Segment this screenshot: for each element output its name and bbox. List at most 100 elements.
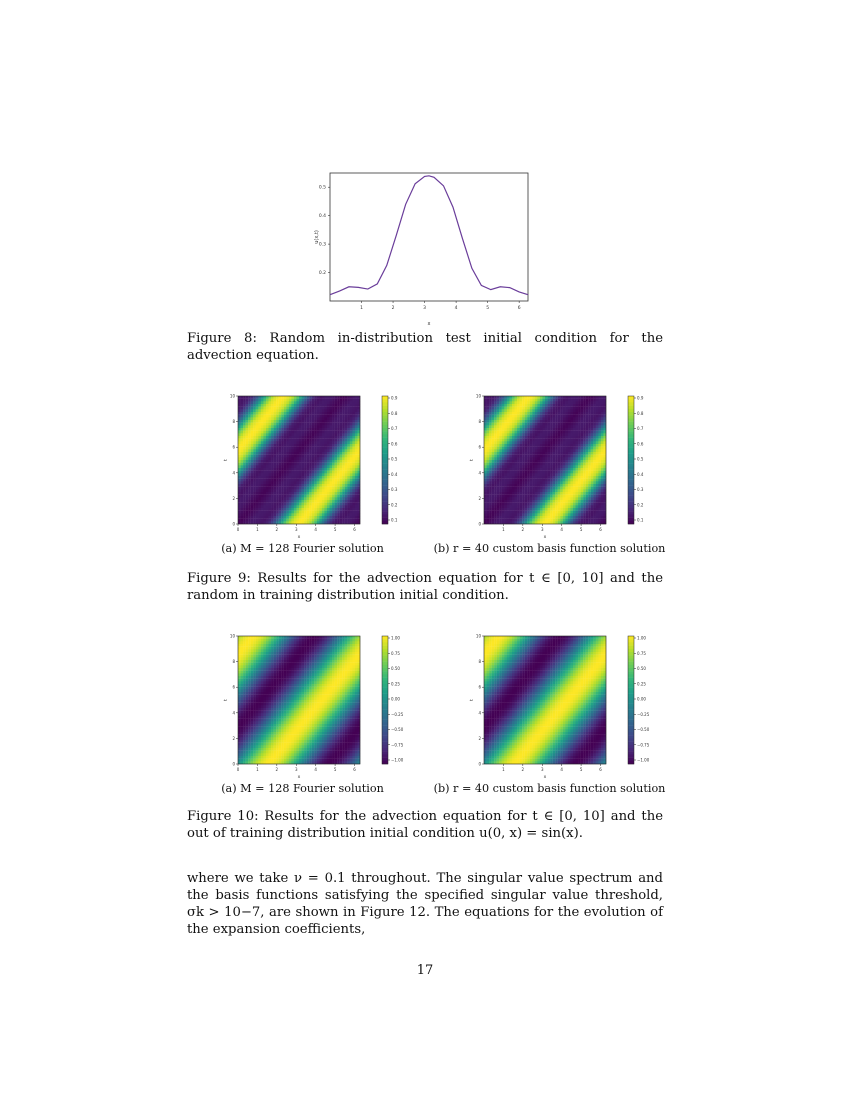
body-paragraph: where we take ν = 0.1 throughout. The si… [187,871,663,937]
figure8-xlabel: x [428,321,431,327]
colorbar-tick-label: 0.00 [391,697,400,702]
colorbar-tick-label: 0.6 [637,441,644,446]
ytick-label: 2 [232,496,235,501]
colorbar [628,396,634,525]
colorbar-tick-label: 0.3 [637,487,644,492]
figure8-ylabel: u(x,t) [314,230,320,244]
xtick-label: 6 [599,527,602,532]
figure8-ytick-label: 0.3 [319,242,326,248]
xtick-label: 1 [502,527,505,532]
figure10a-subcaption: (a) M = 128 Fourier solution [221,782,384,795]
colorbar-tick-label: 0.25 [391,681,400,686]
colorbar-tick-label: 0.25 [637,681,646,686]
ylabel: t [223,699,229,701]
colorbar-tick-label: 0.75 [391,651,400,656]
figure8-xtick-label: 4 [455,305,458,311]
ylabel: t [223,459,229,461]
colorbar-tick-label: 0.75 [637,651,646,656]
ytick-label: 6 [478,685,481,690]
colorbar-tick-label: −1.00 [391,758,404,763]
xtick-label: 4 [314,527,317,532]
xtick-label: 5 [580,527,583,532]
ylabel: t [469,699,475,701]
colorbar-tick-label: −0.25 [637,712,650,717]
page-number: 17 [416,963,434,978]
figure8-ytick-label: 0.5 [319,185,326,191]
figure10-caption: Figure 10: Results for the advection equ… [187,809,663,841]
colorbar-tick-label: −1.00 [637,758,650,763]
ytick-label: 0 [478,762,481,767]
colorbar-tick-label: 0.50 [391,666,400,671]
figure10b-subcaption: (b) r = 40 custom basis function solutio… [433,782,666,795]
figure8-line-chart: 0.2 0.3 0.4 0.5 1 2 3 4 5 6 u(x,t) x [314,172,529,327]
colorbar-tick-label: 0.4 [637,472,644,477]
colorbar [382,636,388,765]
colorbar-tick-label: 1.00 [637,636,646,641]
colorbar-tick-label: 0.2 [637,502,644,507]
colorbar-tick-label: −0.25 [391,712,404,717]
colorbar-tick-label: 0.2 [391,502,398,507]
ytick-label: 4 [232,710,235,715]
colorbar-tick-label: 0.9 [391,396,398,401]
ytick-label: 8 [232,419,235,424]
xtick-label: 5 [580,767,583,772]
xtick-label: 2 [276,527,279,532]
colorbar-tick-label: 1.00 [391,636,400,641]
figure10-heatmap-cells [238,636,361,765]
figure9a-heatmap: 0 2 4 6 8 10 0 1 2 3 4 5 6 x t 0.9 0.8 0.7 0.6 0.5 0.4 0.3 0.2… [223,394,398,541]
ytick-label: 6 [478,445,481,450]
xtick-label: 1 [502,767,505,772]
ytick-label: 4 [478,470,481,475]
figure8-ytick-label: 0.2 [319,270,326,276]
ytick-label: 2 [478,496,481,501]
ytick-label: 8 [478,419,481,424]
xtick-label: 3 [541,767,544,772]
figure8-xtick-label: 6 [518,305,521,311]
colorbar-tick-label: 0.6 [391,441,398,446]
ylabel: t [469,459,475,461]
colorbar-tick-label: 0.8 [637,411,644,416]
ytick-label: 4 [478,710,481,715]
xtick-label: 3 [295,767,298,772]
ytick-label: 8 [232,659,235,664]
xtick-label: 3 [541,527,544,532]
xtick-label: 0 [237,527,240,532]
colorbar-tick-label: 0.1 [391,518,398,523]
figure8-caption: Figure 8: Random in-distribution test in… [187,331,663,363]
xtick-label: 5 [334,767,337,772]
figure8-ytick-label: 0.4 [319,213,326,219]
figure10a-heatmap: 0 2 4 6 8 10 0 1 2 3 4 5 6 x t 1.00 0.75 0.50 0.25 0.00 −0.2… [223,634,404,781]
xtick-label: 2 [276,767,279,772]
ytick-label: 6 [232,685,235,690]
colorbar-tick-label: 0.8 [391,411,398,416]
xtick-label: 2 [522,527,525,532]
xtick-label: 1 [256,767,259,772]
xtick-label: 6 [353,767,356,772]
figure9-heatmap-cells [238,396,361,525]
xtick-label: 1 [256,527,259,532]
colorbar [382,396,388,525]
xtick-label: 4 [314,767,317,772]
colorbar-tick-label: −0.75 [391,742,404,747]
xtick-label: 0 [237,767,240,772]
figure9a-subcaption: (a) M = 128 Fourier solution [221,542,384,555]
colorbar-tick-label: 0.9 [637,396,644,401]
colorbar-tick-label: 0.4 [391,472,398,477]
colorbar-tick-label: 0.7 [391,426,398,431]
figure9-caption: Figure 9: Results for the advection equa… [187,571,663,603]
ytick-label: 10 [476,394,482,399]
figure8-xtick-label: 1 [360,305,363,311]
xtick-label: 4 [560,527,563,532]
colorbar-tick-label: 0.1 [637,518,644,523]
xtick-label: 6 [353,527,356,532]
xlabel: x [298,775,301,780]
colorbar-tick-label: −0.50 [391,727,404,732]
ytick-label: 0 [232,762,235,767]
xlabel: x [544,535,547,540]
figure8-xtick-label: 5 [486,305,489,311]
colorbar-tick-label: 0.3 [391,487,398,492]
figure10-heatmap-cells [484,636,607,765]
colorbar-tick-label: 0.5 [637,457,644,462]
